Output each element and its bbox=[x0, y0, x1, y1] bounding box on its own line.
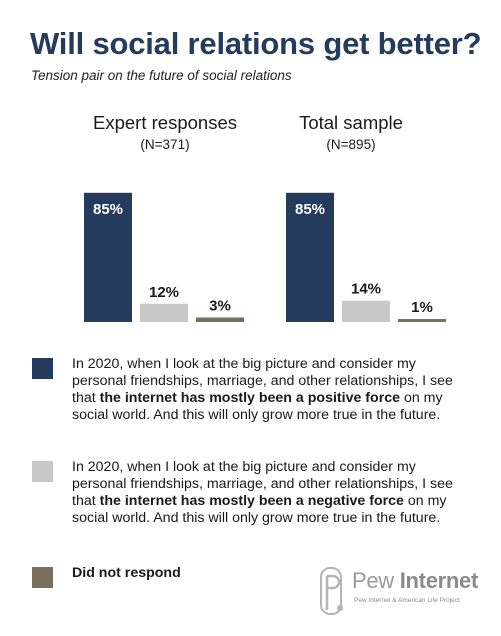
bar bbox=[140, 303, 188, 322]
group-n-label: (N=895) bbox=[326, 137, 375, 152]
pew-internet-logo-icon bbox=[320, 567, 343, 615]
bar bbox=[196, 317, 244, 322]
group-n-label: (N=371) bbox=[140, 137, 189, 152]
pew-internet-logo: Pew Internet Pew Internet & American Lif… bbox=[318, 566, 488, 620]
bar bbox=[398, 319, 446, 322]
legend-swatch-positive bbox=[32, 358, 53, 379]
logo-name-bold: Internet bbox=[399, 568, 479, 593]
bar bbox=[286, 192, 334, 322]
data-label: 14% bbox=[351, 281, 381, 298]
data-label: 12% bbox=[149, 284, 179, 301]
legend-text-pre: In 2020, when I look at the big picture … bbox=[72, 459, 453, 509]
data-label: 3% bbox=[209, 297, 231, 314]
legend-text-bold: the internet has mostly been a negative … bbox=[99, 493, 404, 509]
logo-subtitle: Pew Internet & American Life Project bbox=[354, 597, 460, 604]
legend-swatch-no-response bbox=[32, 567, 53, 588]
bar-chart: Expert responses (N=371) 85% 12% 3% Total sam… bbox=[84, 112, 446, 322]
bar bbox=[84, 192, 132, 322]
legend-swatch-negative bbox=[32, 461, 53, 482]
legend-text-post: on my social world. And this will only g… bbox=[72, 493, 447, 526]
logo-name-light: Pew bbox=[352, 568, 400, 593]
data-label: 85% bbox=[295, 201, 325, 218]
group-title: Expert responses bbox=[93, 112, 237, 133]
legend-text-bold: the internet has mostly been a positive … bbox=[99, 390, 400, 406]
legend-text-bold: Did not respond bbox=[72, 565, 181, 581]
bar bbox=[342, 300, 390, 322]
data-label: 85% bbox=[93, 201, 123, 218]
group-title: Total sample bbox=[299, 112, 403, 133]
chart-title: Will social relations get better? bbox=[30, 26, 482, 61]
chart-subtitle: Tension pair on the future of social rel… bbox=[31, 68, 292, 83]
legend-text-pre: In 2020, when I look at the big picture … bbox=[72, 356, 453, 406]
data-label: 1% bbox=[411, 299, 433, 316]
logo-name: Pew Internet bbox=[352, 568, 478, 594]
legend-text-post: on my social world. And this will only g… bbox=[72, 390, 443, 423]
